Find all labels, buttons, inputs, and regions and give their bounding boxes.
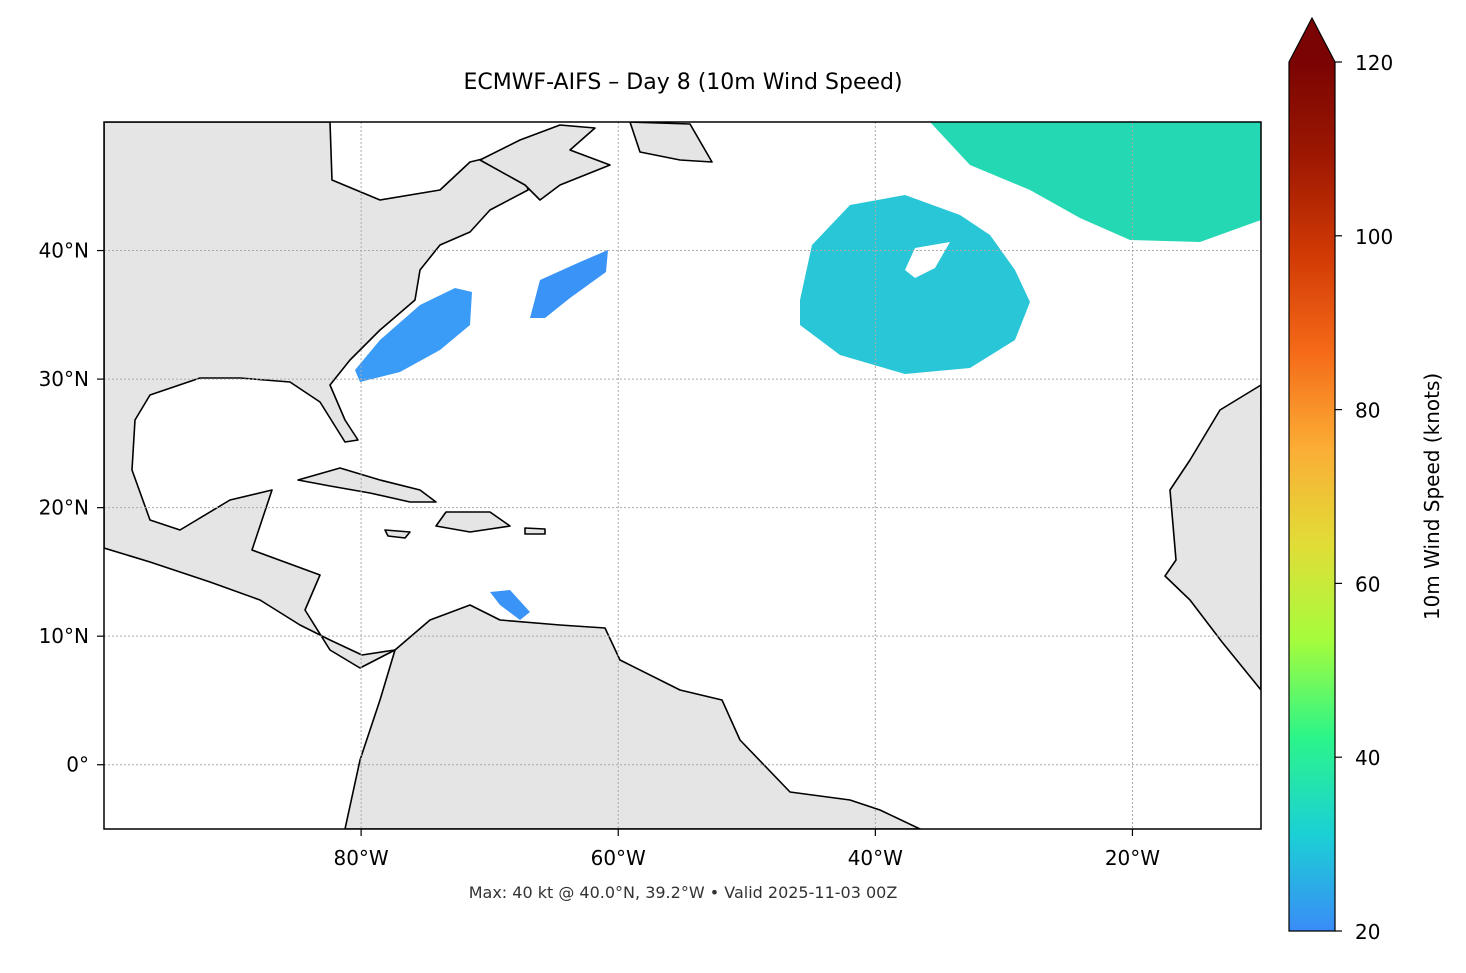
x-tick-label: 20°W [1105,846,1160,870]
colorbar-extend [1289,18,1335,62]
wind-area [530,250,608,318]
x-tick-label: 40°W [848,846,903,870]
wind-area [490,590,530,620]
land-south-america [344,604,921,829]
y-tick-label: 40°N [39,239,89,263]
colorbar-outline [1288,16,1336,932]
colorbar-tick-label: 60 [1355,572,1380,596]
land-hispaniola [435,511,511,533]
x-tick-label: 60°W [591,846,646,870]
colorbar-label: 10m Wind Speed (knots) [1420,373,1444,620]
land-puerto-rico [524,527,546,535]
land-jamaica [384,529,411,539]
map [104,122,1261,829]
land-north-america [104,122,529,669]
land-africa [1164,384,1261,691]
land-newfoundland [629,122,713,163]
y-tick-label: 30°N [39,367,89,391]
colorbar-tick-label: 20 [1355,920,1380,944]
axes: 80°W 60°W 40°W 20°W 0° 10°N 20°N 30°N 40°N [39,122,1261,870]
colorbar-tick-label: 40 [1355,746,1380,770]
land-cuba [297,467,437,503]
y-tick-label: 10°N [39,624,89,648]
wind-area [355,288,472,382]
wind-area [800,195,1030,374]
footnote: Max: 40 kt @ 40.0°N, 39.2°W • Valid 2025… [469,883,898,902]
colorbar-tick-label: 80 [1355,399,1380,423]
y-tick-label: 20°N [39,496,89,520]
colorbar-tick-label: 120 [1355,51,1393,75]
land-canada-east [479,124,611,201]
y-tick-label: 0° [66,753,89,777]
colorbar-tick-label: 100 [1355,225,1393,249]
x-tick-label: 80°W [333,846,388,870]
colorbar-fill [1289,62,1335,931]
wind-area [930,122,1261,242]
colorbar: 20 40 60 80 100 120 10m Wind Speed (knots) [1288,16,1444,944]
map-frame [103,121,1262,830]
chart-title: ECMWF-AIFS – Day 8 (10m Wind Speed) [463,70,902,95]
